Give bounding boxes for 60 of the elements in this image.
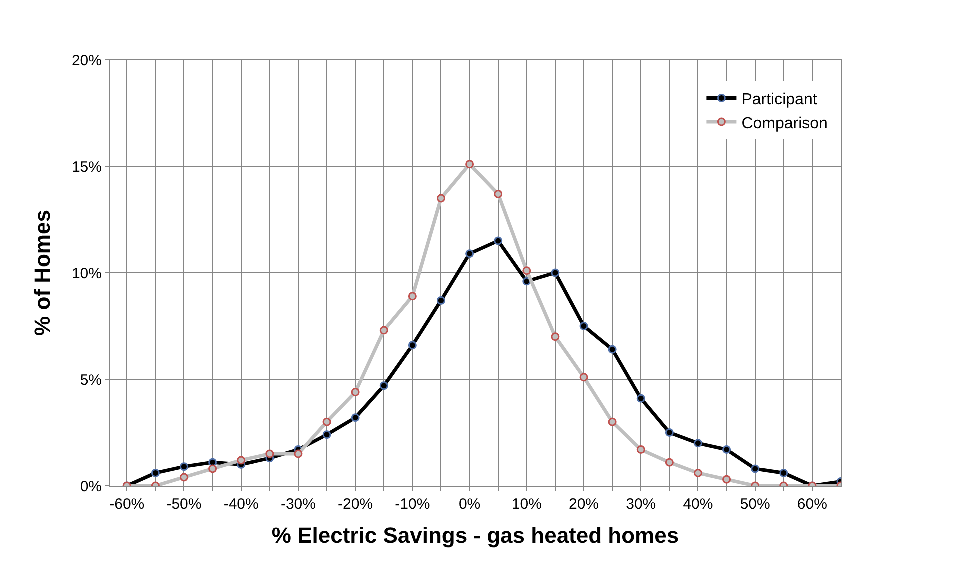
legend-label: Participant: [742, 91, 818, 108]
legend-label: Comparison: [742, 115, 828, 132]
point: [722, 446, 732, 454]
point: [608, 345, 617, 354]
point: [551, 332, 560, 342]
point: [722, 475, 732, 484]
point: [780, 468, 788, 478]
y-tick-label: 5%: [80, 372, 102, 389]
point: [436, 296, 446, 305]
x-tick-label: -10%: [395, 496, 430, 513]
point: [294, 450, 303, 458]
point: [665, 428, 674, 437]
x-tick-label: 20%: [568, 496, 600, 513]
point: [322, 430, 332, 440]
y-tick-label: 0%: [80, 478, 102, 496]
x-tick-label: -30%: [280, 496, 316, 513]
point: [266, 450, 274, 458]
x-tick-label: 0%: [458, 496, 481, 513]
x-tick-label: 50%: [740, 496, 770, 513]
point: [694, 439, 702, 448]
point: [380, 326, 388, 335]
point: [180, 473, 188, 482]
point: [351, 388, 360, 397]
point: [751, 464, 760, 474]
x-tick-label: -20%: [338, 496, 374, 513]
point: [636, 446, 646, 454]
point: [551, 268, 560, 278]
point: [151, 468, 160, 478]
x-tick-label: 60%: [797, 496, 828, 513]
x-tick-label: -50%: [166, 496, 202, 513]
point: [351, 414, 360, 422]
y-tick-label: 20%: [72, 52, 102, 70]
x-tick-label: 10%: [512, 496, 542, 513]
point: [466, 250, 474, 258]
point: [608, 418, 617, 426]
y-tick-label: 10%: [72, 265, 102, 282]
x-tick-label: 30%: [626, 496, 656, 513]
point: [466, 160, 474, 169]
point: [494, 190, 503, 198]
point: [494, 236, 503, 246]
point: [208, 464, 218, 474]
point: [408, 341, 417, 350]
point: [237, 456, 246, 465]
point: [580, 322, 588, 330]
point: [636, 394, 646, 403]
y-axis-title: % of Homes: [30, 210, 55, 336]
point: [522, 266, 532, 276]
x-tick-label: -40%: [224, 496, 259, 513]
x-tick-label: 40%: [683, 496, 714, 513]
y-tick-label: 15%: [72, 158, 102, 176]
point: [665, 458, 674, 467]
point: [322, 418, 332, 426]
x-axis-title: % Electric Savings - gas heated homes: [272, 522, 680, 548]
point: [436, 194, 446, 203]
point: [180, 462, 188, 472]
point: [380, 382, 388, 390]
point: [580, 373, 588, 382]
point: [408, 292, 417, 301]
x-tick-label: -60%: [110, 496, 145, 513]
point: [694, 468, 702, 478]
